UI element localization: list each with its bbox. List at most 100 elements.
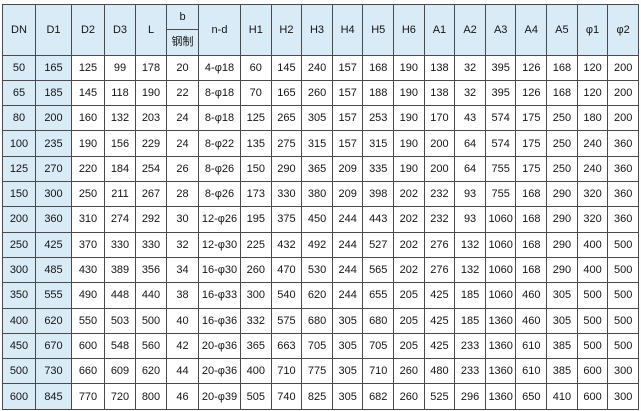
cell-value: 365 [240,332,272,360]
cell-value: 276 [423,231,456,258]
cell-value: 64 [454,155,486,183]
cell-value: 315 [301,130,333,157]
cell-value: 232 [423,206,456,233]
cell-dn: 125 [2,155,36,183]
cell-value: 209 [331,155,364,183]
cell-value: 202 [393,231,425,258]
cell-value: 330 [135,231,167,258]
table-row: 600 845 770 720 800 46 20-φ39 505 740 825 305 682 26… [2,383,639,410]
cell-value: 574 [484,130,517,157]
cell-value: 300 [607,358,639,385]
cell-value: 145 [71,79,105,107]
col-header-h6: H6 [393,4,425,56]
cell-value: 755 [484,155,517,183]
cell-value: 12-φ26 [198,206,241,233]
col-header-h2: H2 [270,4,303,56]
cell-value: 755 [484,181,517,208]
cell-value: 305 [331,307,364,334]
cell-dn: 350 [2,282,36,309]
cell-value: 720 [104,383,136,410]
cell-value: 8-φ18 [198,105,241,132]
cell-value: 244 [331,282,364,309]
cell-value: 185 [35,79,72,107]
cell-value: 16-φ36 [198,307,241,334]
col-header-a2: A2 [454,4,486,56]
cell-value: 132 [104,105,136,132]
cell-value: 385 [546,358,578,385]
table-row: 300 485 430 389 356 34 16-φ30 260 470 530 244 565 20… [2,256,639,284]
cell-value: 190 [393,54,425,81]
cell-value: 190 [71,130,105,157]
cell-value: 740 [270,383,303,410]
cell-value: 400 [576,256,609,284]
cell-value: 190 [393,79,425,107]
table-row: 500 730 660 609 620 44 20-φ36 400 710 775 305 710 26… [2,358,639,385]
cell-value: 200 [35,105,72,132]
cell-value: 168 [362,54,395,81]
col-header-d3: D3 [104,4,136,56]
cell-value: 305 [301,105,333,132]
cell-value: 250 [71,181,105,208]
col-header-a1: A1 [423,4,456,56]
cell-value: 575 [270,307,303,334]
cell-value: 20 [166,54,199,81]
cell-value: 305 [331,332,364,360]
cell-value: 500 [607,332,639,360]
cell-value: 296 [454,383,486,410]
cell-value: 8-φ18 [198,79,241,107]
cell-dn: 450 [2,332,36,360]
cell-value: 232 [423,181,456,208]
cell-dn: 65 [2,79,36,107]
cell-value: 250 [546,155,578,183]
table-row: 250 425 370 330 330 32 12-φ30 225 432 492 244 527 20… [2,231,639,258]
cell-value: 770 [71,383,105,410]
cell-value: 560 [135,332,167,360]
cell-value: 395 [484,79,517,107]
cell-value: 425 [423,307,456,334]
cell-value: 315 [362,130,395,157]
cell-value: 118 [104,79,136,107]
cell-value: 190 [135,79,167,107]
cell-value: 188 [362,79,395,107]
cell-value: 305 [546,307,578,334]
cell-value: 244 [331,256,364,284]
cell-value: 157 [331,54,364,81]
cell-value: 425 [35,231,72,258]
cell-value: 202 [393,181,425,208]
cell-value: 500 [607,282,639,309]
header-row-top: DN D1 D2 D3 L b n-d H1 H2 H3 H4 H5 H6 A1… [2,3,639,56]
table-row: 150 300 250 211 267 28 8-φ26 173 330 380 209 398 202… [2,181,639,208]
cell-value: 370 [71,231,105,258]
cell-value: 254 [135,155,167,183]
cell-value: 356 [135,256,167,284]
cell-value: 845 [35,383,72,410]
cell-value: 330 [270,181,303,208]
cell-value: 1060 [484,231,517,258]
table-row: 100 235 190 156 229 24 8-φ22 135 275 315 157 315 190… [2,130,639,157]
cell-value: 220 [71,155,105,183]
table-row: 65 185 145 118 190 22 8-φ18 70 165 260 157 188 190 13… [2,79,639,107]
cell-value: 360 [35,206,72,233]
cell-value: 565 [362,256,395,284]
cell-value: 609 [104,358,136,385]
cell-value: 385 [546,332,578,360]
cell-value: 500 [135,307,167,334]
col-header-phi2: φ2 [607,4,639,56]
cell-value: 260 [393,358,425,385]
cell-value: 660 [71,358,105,385]
cell-value: 410 [546,383,578,410]
cell-value: 235 [35,130,72,157]
spec-table-body: 50 165 125 99 178 20 4-φ18 60 145 240 157 168 190 138… [2,54,639,410]
cell-dn: 150 [2,181,36,208]
col-header-h3: H3 [301,4,333,56]
cell-value: 360 [607,130,639,157]
cell-value: 253 [362,105,395,132]
cell-value: 730 [35,358,72,385]
cell-value: 395 [484,54,517,81]
cell-value: 205 [393,282,425,309]
cell-value: 40 [166,307,199,334]
cell-value: 267 [135,181,167,208]
cell-value: 20-φ36 [198,332,241,360]
cell-dn: 400 [2,307,36,334]
col-header-phi1: φ1 [576,4,609,56]
